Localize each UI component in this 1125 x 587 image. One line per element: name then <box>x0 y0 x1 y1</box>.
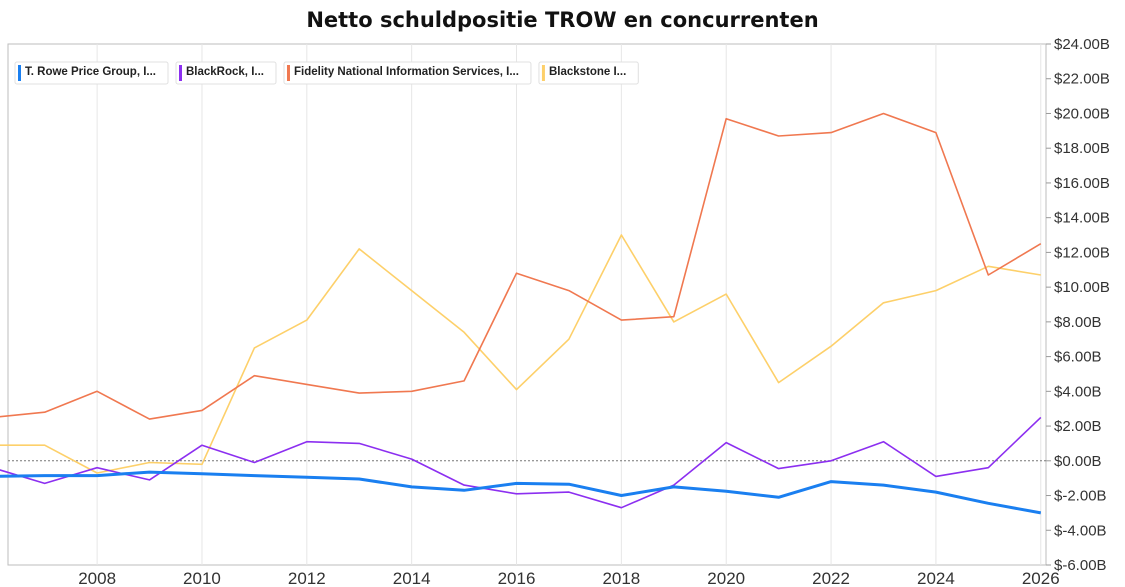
x-tick-label: 2012 <box>288 569 326 587</box>
legend-box <box>283 61 532 85</box>
y-tick-label: $-6.00B <box>1054 557 1107 574</box>
series-line-1 <box>0 470 1042 515</box>
x-tick-label: 2022 <box>812 569 850 587</box>
plot-area <box>7 43 1047 566</box>
y-tick-label: $4.00B <box>1054 383 1102 400</box>
y-tick-label: $-2.00B <box>1054 488 1107 505</box>
y-tick-label: $12.00B <box>1054 244 1110 261</box>
y-tick-label: $14.00B <box>1054 210 1110 227</box>
x-tick-label: 2008 <box>78 569 116 587</box>
legend-item-3[interactable]: Fidelity National Information Services, … <box>283 61 532 85</box>
y-tick-label: $10.00B <box>1054 279 1110 296</box>
legend-box <box>175 61 277 85</box>
y-tick-label: $0.00B <box>1054 453 1102 470</box>
y-tick-label: $22.00B <box>1054 71 1110 88</box>
y-tick-label: $-4.00B <box>1054 522 1107 539</box>
legend-label: T. Rowe Price Group, I... <box>25 66 156 78</box>
legend-label: BlackRock, I... <box>186 66 264 78</box>
y-tick-label: $8.00B <box>1054 314 1102 331</box>
x-tick-label: 2016 <box>498 569 536 587</box>
x-tick-label: 2014 <box>393 569 431 587</box>
x-tick-label: 2020 <box>707 569 745 587</box>
legend-box <box>538 61 639 85</box>
legend: T. Rowe Price Group, I... BlackRock, I...… <box>14 61 639 85</box>
legend-item-1[interactable]: T. Rowe Price Group, I... <box>14 61 169 85</box>
y-tick-label: $18.00B <box>1054 140 1110 157</box>
series-line-2 <box>0 416 1042 509</box>
y-tick-label: $2.00B <box>1054 418 1102 435</box>
x-tick-label: 2026 <box>1022 569 1060 587</box>
series-line-3 <box>0 112 1042 420</box>
legend-swatch <box>18 65 21 81</box>
legend-box <box>14 61 169 85</box>
legend-item-2[interactable]: BlackRock, I... <box>175 61 277 85</box>
series-line-4 <box>0 234 1041 474</box>
legend-swatch <box>286 65 290 81</box>
legend-swatch <box>541 65 545 81</box>
legend-swatch <box>179 65 182 81</box>
series-layer <box>0 112 1042 515</box>
y-tick-label: $16.00B <box>1054 175 1110 192</box>
legend-item-4[interactable]: Blackstone I... <box>538 61 639 85</box>
x-tick-label: 2018 <box>602 569 640 587</box>
x-tick-label: 2010 <box>183 569 221 587</box>
y-tick-label: $20.00B <box>1054 105 1110 122</box>
chart-title: Netto schuldpositie TROW en concurrenten <box>306 8 819 32</box>
y-tick-label: $24.00B <box>1054 36 1110 53</box>
y-tick-label: $6.00B <box>1054 349 1102 366</box>
legend-label: Blackstone I... <box>549 66 626 78</box>
y-axis: $24.00B $22.00B $20.00B $18.00B $16.00B $14.0… <box>1046 36 1110 574</box>
x-axis: 2008 2010 2012 2014 2016 2018 2020 2022 2024 2026 <box>78 569 1059 587</box>
x-tick-label: 2024 <box>917 569 955 587</box>
legend-label: Fidelity National Information Services, … <box>294 66 519 78</box>
